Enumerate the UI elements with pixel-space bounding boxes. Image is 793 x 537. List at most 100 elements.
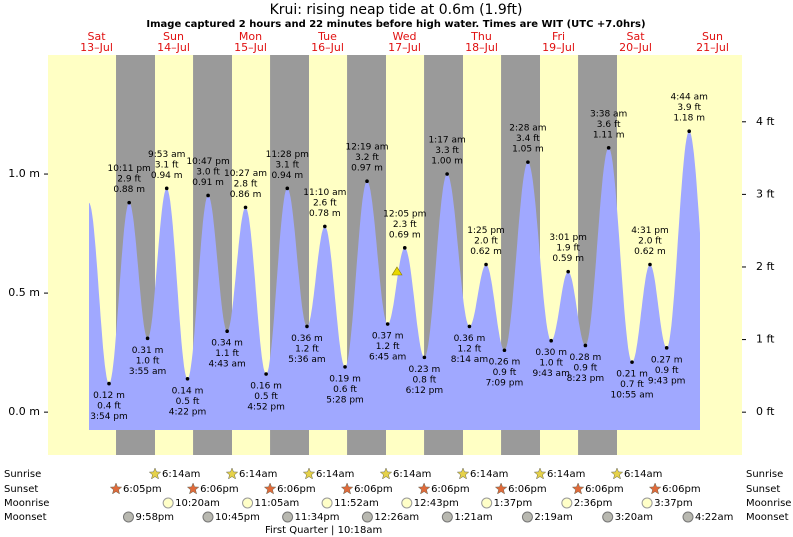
tide-label: 0.34 m	[211, 339, 243, 349]
tide-label: 5:28 pm	[326, 395, 364, 405]
moonset-time: 10:45pm	[215, 512, 260, 523]
tide-label: 0.31 m	[132, 346, 164, 356]
almanac-label: Sunrise	[746, 469, 783, 480]
tide-label: 1.0 ft	[539, 359, 563, 369]
tide-label: 3.6 ft	[597, 120, 621, 130]
tide-label: 0.28 m	[570, 353, 602, 363]
tide-label: 4:44 am	[671, 93, 708, 103]
moonrise-icon	[162, 497, 174, 509]
y-tick-label: 1.0 m	[8, 167, 40, 180]
tide-label: 4:31 pm	[631, 226, 669, 236]
almanac-label: Sunset	[746, 484, 780, 495]
tide-point	[264, 372, 268, 376]
tide-label: 0.5 ft	[254, 392, 278, 402]
moonset-time: 4:22am	[695, 512, 733, 523]
sunset-icon	[494, 482, 508, 495]
tide-label: 1:25 pm	[467, 226, 505, 236]
day-date: 21–Jul	[696, 41, 729, 54]
tide-label: 3.9 ft	[677, 103, 701, 113]
tide-point	[526, 160, 530, 164]
sunrise-time: 6:14am	[624, 469, 662, 480]
tide-label: 2.8 ft	[234, 179, 258, 189]
tide-label: 0.94 m	[271, 171, 303, 181]
tide-label: 2:28 am	[509, 124, 546, 134]
tide-label: 10:11 pm	[108, 164, 151, 174]
sunset-time: 6:06pm	[508, 484, 547, 495]
moonrise-time: 10:20am	[175, 498, 220, 509]
tide-point	[285, 186, 290, 191]
chart-title: Krui: rising neap tide at 0.6m (1.9ft)	[270, 2, 523, 18]
tide-label: 0.94 m	[151, 171, 183, 181]
tide-label: 0.6 ft	[333, 385, 357, 395]
tide-label: 10:27 am	[224, 169, 267, 179]
tide-point	[402, 246, 407, 250]
tide-label: 9:53 am	[148, 150, 185, 160]
tide-label: 0.91 m	[192, 178, 224, 188]
tide-label: 11:10 am	[303, 188, 346, 198]
tide-label: 3:38 am	[590, 109, 627, 119]
tide-label: 1.9 ft	[556, 244, 580, 254]
sunrise-icon	[379, 467, 393, 480]
tide-label: 1.2 ft	[295, 344, 319, 354]
tide-label: 10:55 am	[610, 391, 653, 401]
chart-subtitle: Image captured 2 hours and 22 minutes be…	[146, 19, 645, 30]
tide-label: 0.4 ft	[97, 402, 121, 412]
tide-label: 0.21 m	[616, 370, 648, 380]
tide-label: 0.5 ft	[176, 397, 200, 407]
day-name: Mon	[239, 30, 262, 43]
almanac-label: Moonset	[746, 512, 789, 523]
moonrise-time: 11:05am	[255, 498, 300, 509]
tide-point	[502, 348, 507, 353]
tide-label: 2.9 ft	[117, 175, 141, 185]
sunset-icon	[417, 482, 431, 495]
tide-label: 1.1 ft	[215, 349, 239, 359]
day-date: 20–Jul	[619, 41, 652, 54]
sunrise-icon	[148, 467, 162, 480]
sunrise-icon	[456, 467, 470, 480]
sunrise-time: 6:14am	[239, 469, 277, 480]
day-date: 18–Jul	[465, 41, 498, 54]
sunset-time: 6:05pm	[123, 484, 162, 495]
tide-label: 0.9 ft	[655, 366, 679, 376]
tide-label: 4:22 pm	[169, 407, 207, 417]
moonrise-time: 11:52am	[334, 498, 379, 509]
tide-label: 0.8 ft	[413, 375, 437, 385]
moonset-icon	[441, 511, 453, 523]
tide-label: 0.36 m	[454, 334, 486, 344]
moonrise-icon	[401, 497, 413, 509]
moonrise-time: 2:36pm	[574, 498, 613, 509]
tide-label: 2.6 ft	[313, 198, 337, 208]
tide-point	[243, 205, 248, 210]
sunset-time: 6:06pm	[662, 484, 701, 495]
tide-label: 5:36 am	[288, 355, 325, 365]
tide-label: 3.2 ft	[355, 153, 379, 163]
almanac-label: Moonset	[4, 512, 47, 523]
moonset-icon	[122, 511, 134, 523]
tide-point	[467, 324, 472, 329]
tide-point	[323, 224, 327, 229]
tide-label: 2.0 ft	[474, 237, 498, 247]
tide-point	[606, 146, 611, 150]
day-name: Sun	[702, 30, 723, 43]
tide-label: 0.97 m	[351, 164, 383, 174]
tide-label: 0.9 ft	[574, 363, 598, 373]
sunrise-time: 6:14am	[393, 469, 431, 480]
tide-label: 0.69 m	[389, 230, 421, 240]
tide-point	[583, 343, 588, 348]
tide-label: 12:19 am	[345, 143, 388, 153]
sunrise-time: 6:14am	[547, 469, 585, 480]
tide-label: 0.14 m	[172, 386, 204, 396]
tide-point	[445, 172, 449, 176]
tide-label: 0.78 m	[309, 209, 341, 219]
sunset-icon	[186, 482, 200, 495]
moonset-icon	[361, 511, 373, 523]
tide-label: 0.12 m	[93, 391, 125, 401]
tide-point	[145, 336, 150, 341]
almanac-label: Moonrise	[746, 498, 791, 509]
tide-label: 0.19 m	[329, 374, 361, 384]
sunrise-time: 6:14am	[316, 469, 354, 480]
moonrise-icon	[321, 497, 333, 509]
tide-label: 0.59 m	[552, 254, 584, 264]
